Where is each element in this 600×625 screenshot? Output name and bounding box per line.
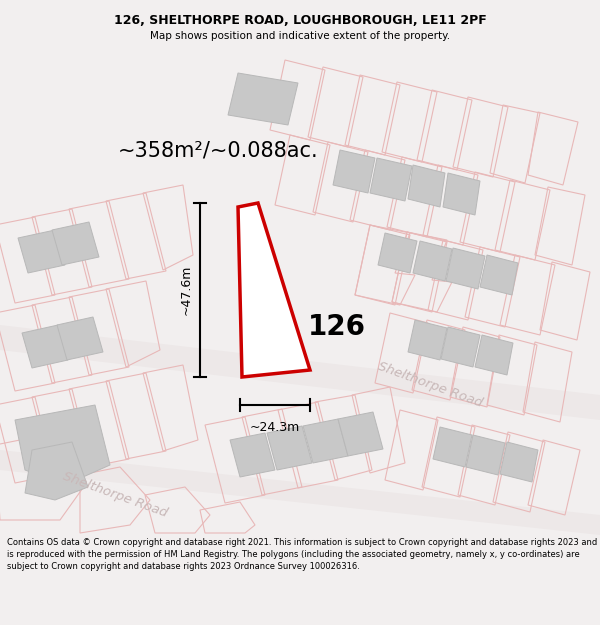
Polygon shape — [338, 412, 383, 456]
Polygon shape — [500, 442, 538, 482]
Polygon shape — [333, 150, 375, 193]
Polygon shape — [433, 427, 472, 467]
Text: ~358m²/~0.088ac.: ~358m²/~0.088ac. — [118, 141, 319, 161]
Polygon shape — [480, 255, 518, 295]
Polygon shape — [230, 433, 275, 477]
Polygon shape — [408, 320, 447, 360]
Polygon shape — [303, 419, 348, 463]
Text: 126, SHELTHORPE ROAD, LOUGHBOROUGH, LE11 2PF: 126, SHELTHORPE ROAD, LOUGHBOROUGH, LE11… — [113, 14, 487, 27]
Polygon shape — [228, 73, 298, 125]
Polygon shape — [238, 203, 310, 377]
Text: Shelthorpe Road: Shelthorpe Road — [376, 360, 484, 410]
Text: Contains OS data © Crown copyright and database right 2021. This information is : Contains OS data © Crown copyright and d… — [7, 538, 598, 571]
Polygon shape — [443, 173, 480, 215]
Polygon shape — [52, 222, 99, 265]
Polygon shape — [22, 325, 68, 368]
Polygon shape — [466, 435, 505, 475]
Polygon shape — [0, 325, 600, 420]
Polygon shape — [441, 327, 480, 367]
Polygon shape — [57, 317, 103, 360]
Text: Map shows position and indicative extent of the property.: Map shows position and indicative extent… — [150, 31, 450, 41]
Polygon shape — [15, 405, 110, 485]
Text: ~24.3m: ~24.3m — [250, 421, 300, 434]
Text: ~47.6m: ~47.6m — [179, 265, 193, 315]
Polygon shape — [18, 230, 65, 273]
Text: 126: 126 — [308, 313, 366, 341]
Polygon shape — [267, 426, 312, 470]
Polygon shape — [25, 442, 88, 500]
Text: Shelthorpe Road: Shelthorpe Road — [61, 470, 169, 520]
Polygon shape — [408, 165, 445, 207]
Polygon shape — [370, 158, 412, 201]
Polygon shape — [0, 450, 600, 535]
Polygon shape — [413, 241, 452, 281]
Polygon shape — [378, 233, 417, 273]
Polygon shape — [446, 248, 485, 289]
Polygon shape — [475, 335, 513, 375]
